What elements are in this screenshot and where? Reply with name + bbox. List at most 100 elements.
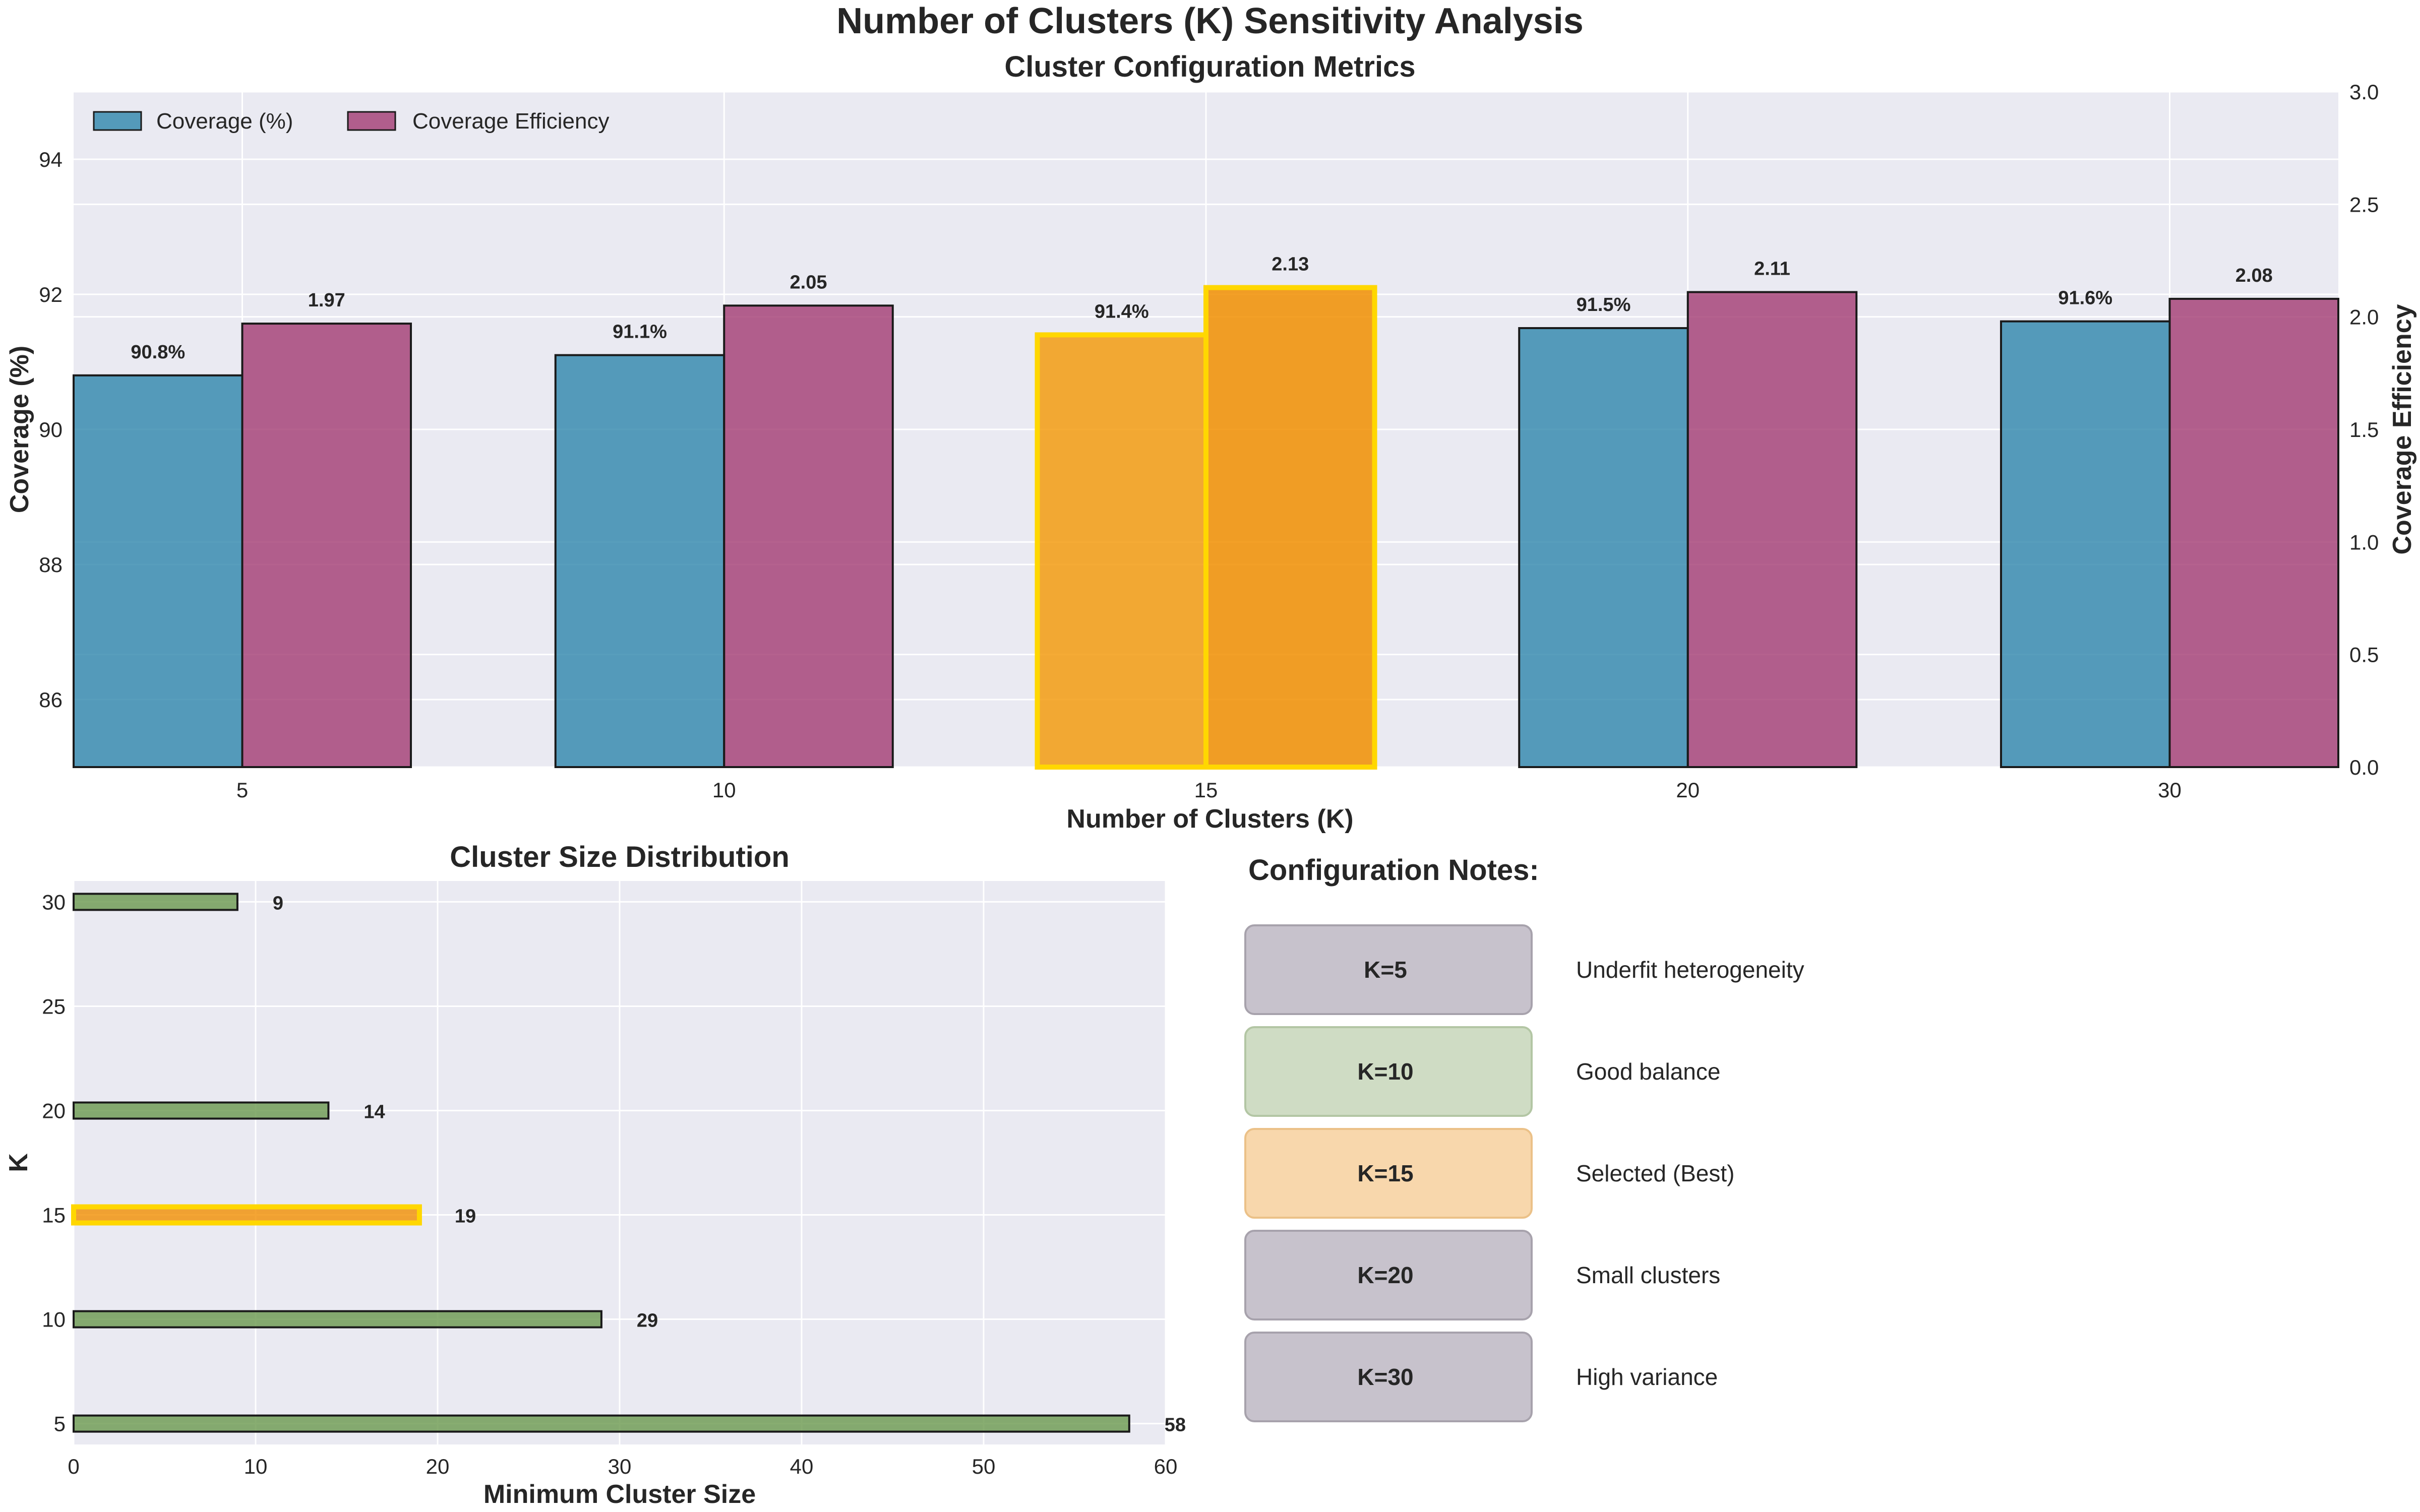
left-tick-label: 90 xyxy=(39,418,63,442)
efficiency-label-k30: 2.08 xyxy=(2235,265,2273,286)
bottom-chart-title: Cluster Size Distribution xyxy=(450,841,790,873)
size-bar-k10 xyxy=(73,1310,602,1329)
note-item-k15: K=15 Selected (Best) xyxy=(1244,1128,1734,1219)
right-tick-label: 3.0 xyxy=(2349,80,2379,104)
efficiency-bar-k10 xyxy=(723,304,894,768)
top-x-axis-ticks: 5 10 15 20 30 xyxy=(236,778,2182,802)
note-key-label: K=10 xyxy=(1357,1058,1413,1085)
size-label-k30: 9 xyxy=(273,893,283,914)
bottom-y-tick-label: 25 xyxy=(42,994,66,1018)
top-x-axis-label: Number of Clusters (K) xyxy=(1066,804,1353,834)
bottom-x-tick-label: 10 xyxy=(244,1455,268,1478)
notes-list: K=5 Underfit heterogeneity K=10 Good balanc… xyxy=(1244,924,1804,1422)
x-tick-label-k20: 20 xyxy=(1676,778,1700,802)
right-tick-label: 2.0 xyxy=(2349,305,2379,329)
left-tick-label: 92 xyxy=(39,283,63,306)
figure-title: Number of Clusters (K) Sensitivity Analy… xyxy=(836,1,1584,41)
note-description: Selected (Best) xyxy=(1576,1160,1734,1186)
note-key-box xyxy=(1244,1128,1533,1219)
coverage-bar-k15 xyxy=(1035,332,1208,770)
size-label-k5: 58 xyxy=(1165,1415,1186,1436)
efficiency-label-k10: 2.05 xyxy=(790,272,827,293)
note-key-label: K=20 xyxy=(1357,1262,1413,1288)
coverage-label-k20: 91.5% xyxy=(1577,294,1631,316)
efficiency-bar-k30 xyxy=(2168,297,2339,768)
size-label-k10: 29 xyxy=(637,1310,658,1332)
right-tick-label: 2.5 xyxy=(2349,193,2379,216)
note-description: Small clusters xyxy=(1576,1262,1720,1288)
coverage-bar-k20 xyxy=(1518,327,1689,768)
top-left-axis-label: Coverage (%) xyxy=(5,346,34,513)
bottom-x-axis-label: Minimum Cluster Size xyxy=(483,1480,756,1509)
top-legend: Coverage (%) Coverage Efficiency xyxy=(93,109,610,134)
note-description: High variance xyxy=(1576,1364,1718,1390)
note-key-box xyxy=(1244,1026,1533,1117)
bottom-data-labels: 58 29 19 14 9 xyxy=(273,893,1186,1435)
x-tick-label-k15: 15 xyxy=(1194,778,1218,802)
efficiency-bar-k20 xyxy=(1686,291,1858,768)
efficiency-bar-k5 xyxy=(241,323,412,768)
bottom-y-tick-label: 15 xyxy=(42,1204,66,1227)
legend-swatch-efficiency xyxy=(347,111,396,131)
left-tick-label: 88 xyxy=(39,553,63,577)
bottom-x-axis-ticks: 0 10 20 30 40 50 60 xyxy=(68,1455,1177,1478)
coverage-bar-k5 xyxy=(73,374,244,768)
size-bar-k5 xyxy=(73,1414,1130,1433)
note-key-label: K=5 xyxy=(1364,957,1407,983)
top-chart: Cluster Configuration Metrics 90.8% 91.1%… xyxy=(5,50,2417,834)
coverage-bar-k10 xyxy=(554,354,725,768)
coverage-label-k30: 91.6% xyxy=(2058,288,2112,309)
right-tick-label: 0.0 xyxy=(2349,755,2379,779)
bottom-chart: Cluster Size Distribution 58 29 19 14 9 0 10 2… xyxy=(4,841,1186,1509)
bottom-y-tick-label: 20 xyxy=(42,1099,66,1122)
bottom-bars xyxy=(71,893,1130,1433)
x-tick-label-k10: 10 xyxy=(712,778,736,802)
bottom-x-tick-label: 30 xyxy=(608,1455,632,1478)
left-tick-label: 86 xyxy=(39,688,63,712)
bottom-y-axis-ticks: 5 10 15 20 25 30 xyxy=(42,890,66,1435)
top-chart-title: Cluster Configuration Metrics xyxy=(1004,50,1415,83)
left-tick-label: 94 xyxy=(39,148,63,171)
bottom-x-tick-label: 50 xyxy=(972,1455,996,1478)
top-left-axis-ticks: 86 88 90 92 94 xyxy=(39,148,63,712)
note-item-k5: K=5 Underfit heterogeneity xyxy=(1244,924,1804,1015)
right-tick-label: 1.0 xyxy=(2349,530,2379,554)
coverage-label-k15: 91.4% xyxy=(1095,301,1149,322)
x-tick-label-k5: 5 xyxy=(236,778,248,802)
coverage-label-k5: 90.8% xyxy=(131,342,185,363)
bottom-x-tick-label: 0 xyxy=(68,1455,79,1478)
note-item-k30: K=30 High variance xyxy=(1244,1332,1718,1422)
x-tick-label-k30: 30 xyxy=(2158,778,2182,802)
note-description: Underfit heterogeneity xyxy=(1576,957,1804,983)
bottom-y-tick-label: 5 xyxy=(54,1412,66,1436)
bottom-y-axis-label: K xyxy=(4,1153,33,1172)
coverage-bar-k30 xyxy=(2000,320,2171,768)
bottom-x-tick-label: 20 xyxy=(426,1455,450,1478)
note-key-label: K=15 xyxy=(1357,1160,1413,1186)
size-bar-k15 xyxy=(71,1204,422,1226)
coverage-label-k10: 91.1% xyxy=(613,322,667,343)
right-tick-label: 0.5 xyxy=(2349,643,2379,667)
right-tick-label: 1.5 xyxy=(2349,418,2379,442)
note-key-label: K=30 xyxy=(1357,1364,1413,1390)
top-bars xyxy=(73,285,2339,770)
note-key-box xyxy=(1244,1332,1533,1422)
note-key-box xyxy=(1244,1230,1533,1320)
legend-label-coverage: Coverage (%) xyxy=(156,109,293,134)
bottom-y-tick-label: 30 xyxy=(42,890,66,914)
top-data-labels: 90.8% 91.1% 91.4% 91.5% 91.6% 1.97 2.05 2.13 2.1… xyxy=(131,254,2272,363)
efficiency-label-k5: 1.97 xyxy=(308,290,345,311)
top-right-axis-ticks: 0.0 0.5 1.0 1.5 2.0 2.5 3.0 xyxy=(2349,80,2379,779)
bottom-x-tick-label: 40 xyxy=(790,1455,814,1478)
size-bar-k20 xyxy=(73,1101,330,1120)
bottom-x-tick-label: 60 xyxy=(1154,1455,1178,1478)
notes-title: Configuration Notes: xyxy=(1248,854,1539,887)
bottom-y-tick-label: 10 xyxy=(42,1308,66,1332)
note-key-box xyxy=(1244,924,1533,1015)
legend-swatch-coverage xyxy=(93,111,142,131)
efficiency-bar-k15 xyxy=(1203,285,1377,770)
efficiency-label-k20: 2.11 xyxy=(1754,259,1790,280)
size-label-k15: 19 xyxy=(455,1206,476,1227)
efficiency-label-k15: 2.13 xyxy=(1272,254,1309,275)
